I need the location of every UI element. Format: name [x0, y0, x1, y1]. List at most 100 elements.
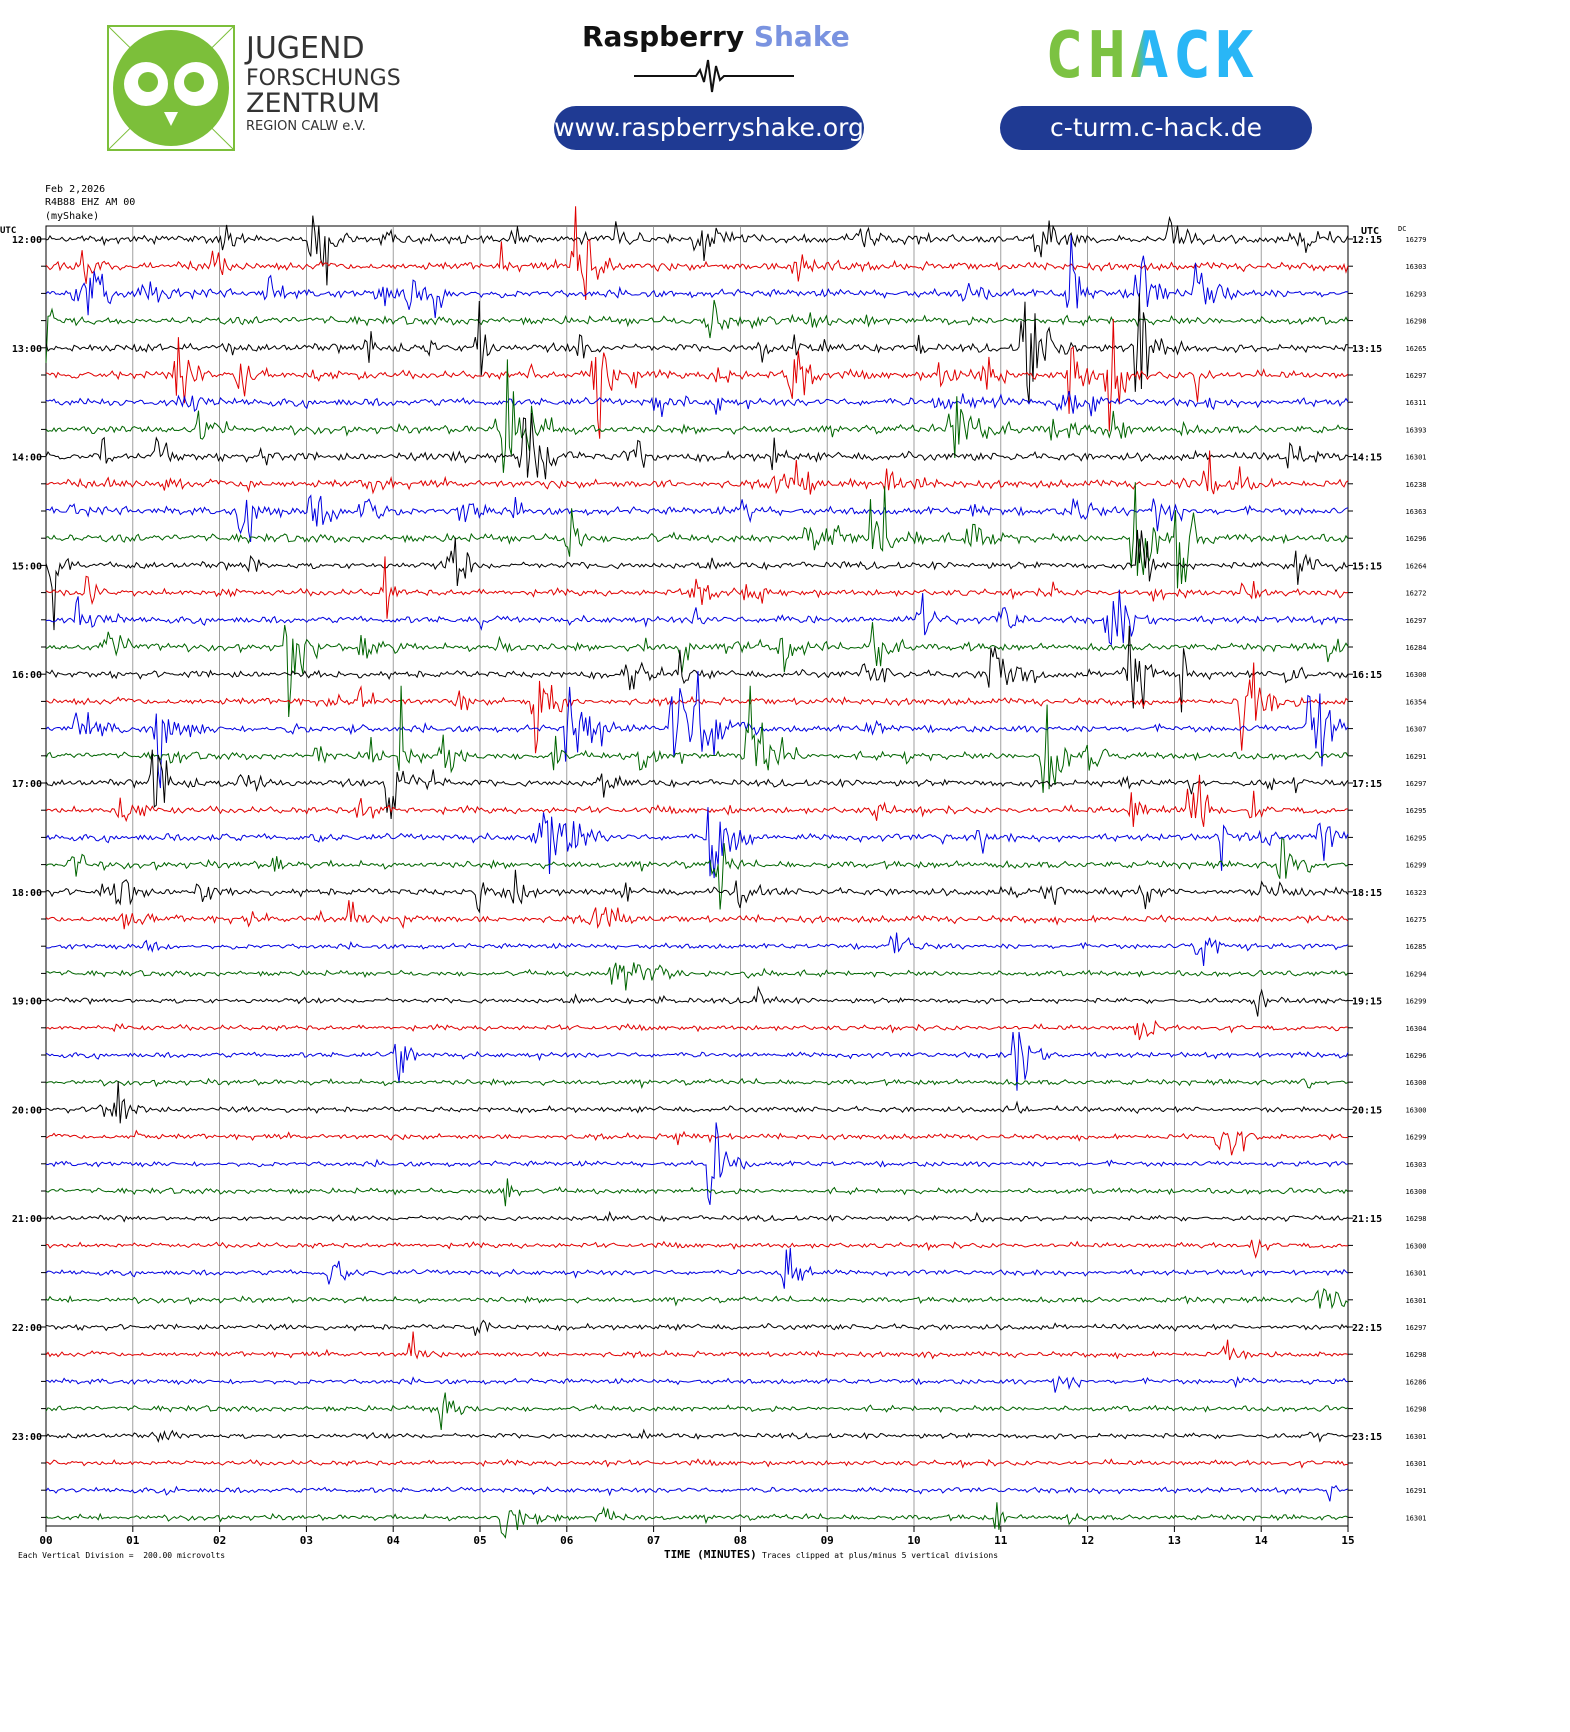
dc-value-label: 16323	[1405, 889, 1426, 897]
right-hour-label: 19:15	[1352, 997, 1382, 1008]
dc-value-label: 16298	[1405, 1406, 1426, 1414]
dc-value-label: 16301	[1405, 1433, 1426, 1441]
dc-value-label: 16299	[1405, 998, 1426, 1006]
dc-value-label: 16297	[1405, 780, 1426, 788]
seismic-trace	[45, 1331, 1349, 1361]
x-tick-label: 15	[1341, 1534, 1354, 1547]
seismic-trace	[45, 1019, 1349, 1041]
footer-clip-note: Traces clipped at plus/minus 5 vertical …	[762, 1551, 999, 1560]
dc-value-label: 16286	[1405, 1378, 1426, 1386]
dc-value-label: 16363	[1405, 508, 1426, 516]
jfz-line1: JUGEND	[246, 31, 365, 66]
dc-value-label: 16300	[1405, 1079, 1426, 1087]
seismic-trace	[45, 359, 1349, 473]
seismic-trace	[45, 1428, 1349, 1443]
seismic-trace	[45, 412, 1349, 480]
right-hour-label: 12:15	[1352, 235, 1382, 246]
seismic-trace	[45, 1484, 1349, 1502]
x-tick-label: 09	[821, 1534, 834, 1547]
seismic-trace	[45, 962, 1349, 991]
seismic-trace	[45, 662, 1349, 754]
dc-value-label: 16311	[1405, 399, 1426, 407]
dc-value-label: 16296	[1405, 535, 1426, 543]
right-hour-label: 15:15	[1352, 561, 1382, 572]
jfz-logo: JUGEND FORSCHUNGS ZENTRUM REGION CALW e.…	[106, 24, 401, 152]
chack-word: CHACK	[1045, 24, 1285, 88]
chack-logo: CHACK	[1045, 24, 1285, 88]
seismic-trace	[46, 1375, 1349, 1393]
dc-value-label: 16238	[1405, 481, 1426, 489]
dc-value-label: 16295	[1405, 807, 1426, 815]
right-utc-label: UTC	[1361, 226, 1379, 237]
dc-value-label: 16299	[1405, 862, 1426, 870]
dc-value-label: 16293	[1405, 290, 1426, 298]
seismic-trace	[45, 1031, 1349, 1091]
seismic-trace	[45, 807, 1349, 879]
x-tick-label: 13	[1168, 1534, 1181, 1547]
left-hour-label: 21:00	[12, 1214, 42, 1225]
owl-logo-icon	[107, 25, 235, 151]
seismic-trace	[45, 985, 1349, 1017]
left-hour-label: 17:00	[12, 779, 42, 790]
dc-value-label: 16298	[1405, 318, 1426, 326]
right-hour-label: 14:15	[1352, 453, 1382, 464]
dc-value-label: 16299	[1405, 1134, 1426, 1142]
seismic-trace	[45, 837, 1349, 910]
chart-labels: 00 01 02 03 04 05 06 07 08 09 10 11 12 13 14 15 UTC UTC DC…	[0, 225, 1427, 1547]
dc-value-label: 16307	[1405, 726, 1426, 734]
x-tick-label: 03	[300, 1534, 313, 1547]
chart-traces	[45, 206, 1349, 1539]
dc-value-label: 16297	[1405, 617, 1426, 625]
x-tick-label: 05	[473, 1534, 486, 1547]
right-hour-label: 23:15	[1352, 1432, 1382, 1443]
dc-value-label: 16279	[1405, 236, 1426, 244]
x-tick-label: 01	[126, 1534, 140, 1547]
jfz-line2: FORSCHUNGS	[246, 66, 401, 91]
seismic-trace	[45, 215, 1349, 286]
dc-value-label: 16295	[1405, 834, 1426, 842]
dc-value-label: 16298	[1405, 1351, 1426, 1359]
seismic-trace	[45, 670, 1349, 789]
seismic-trace	[45, 318, 1349, 439]
seismic-trace	[45, 1247, 1349, 1289]
dc-value-label: 16298	[1405, 1215, 1426, 1223]
dc-value-label: 16300	[1405, 671, 1426, 679]
seismic-trace	[45, 1288, 1349, 1310]
plot-source: (myShake)	[45, 211, 100, 222]
plot-station: R4B88 EHZ AM 00	[45, 197, 136, 208]
dc-value-label: 16354	[1405, 698, 1426, 706]
dc-value-label: 16297	[1405, 372, 1426, 380]
dc-value-label: 16300	[1405, 1106, 1426, 1114]
right-hour-label: 18:15	[1352, 888, 1382, 899]
seismic-trace	[45, 1238, 1349, 1259]
x-tick-label: 06	[560, 1534, 574, 1547]
x-tick-label: 04	[387, 1534, 401, 1547]
seismic-trace	[45, 932, 1349, 966]
dc-value-label: 16304	[1405, 1025, 1426, 1033]
rs-name-b: Shake	[753, 20, 850, 53]
left-hour-label: 22:00	[12, 1323, 42, 1334]
dc-value-label: 16296	[1405, 1052, 1426, 1060]
dc-value-label: 16301	[1405, 454, 1426, 462]
dc-value-label: 16300	[1405, 1242, 1426, 1250]
seismic-trace	[45, 299, 1349, 363]
left-hour-label: 20:00	[12, 1105, 42, 1116]
dc-value-label: 16301	[1405, 1460, 1426, 1468]
dc-value-label: 16301	[1405, 1514, 1426, 1522]
dc-value-label: 16275	[1405, 916, 1426, 924]
right-hour-label: 20:15	[1352, 1105, 1382, 1116]
right-hour-label: 22:15	[1352, 1323, 1382, 1334]
jfz-line3: ZENTRUM	[246, 88, 381, 119]
dc-value-label: 16272	[1405, 590, 1426, 598]
chack-url-link[interactable]: c-turm.c-hack.de	[1000, 106, 1312, 150]
rs-name-a: Raspberry	[582, 20, 745, 53]
seismogram-squiggle-icon	[634, 59, 794, 93]
left-hour-label: 15:00	[12, 561, 42, 572]
left-hour-label: 19:00	[12, 997, 42, 1008]
dc-value-label: 16301	[1405, 1297, 1426, 1305]
rs-url-link[interactable]: www.raspberryshake.org	[554, 106, 864, 150]
seismic-trace	[45, 1122, 1349, 1206]
seismic-trace	[45, 900, 1349, 930]
x-tick-label: 14	[1255, 1534, 1269, 1547]
